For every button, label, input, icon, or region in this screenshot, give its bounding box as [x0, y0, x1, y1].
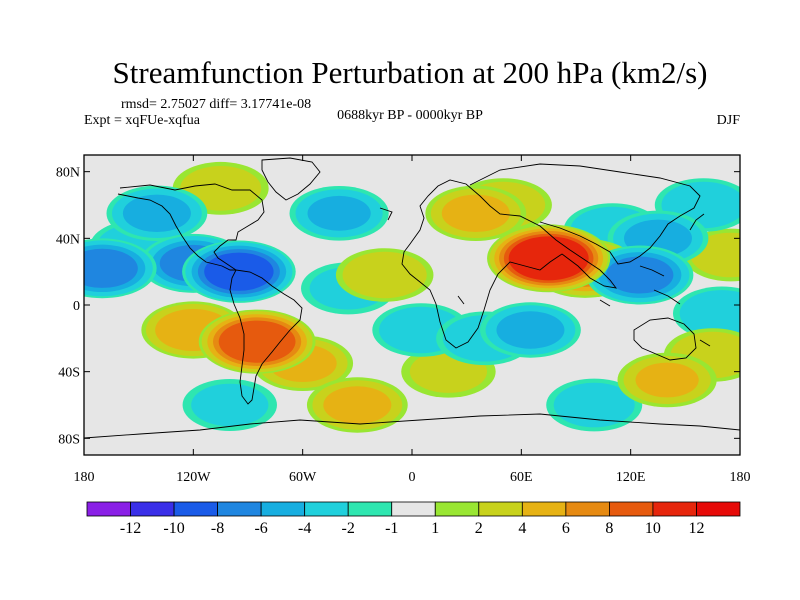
anomaly-center [198, 309, 316, 374]
anomaly-center [480, 302, 581, 358]
coastline-australia [633, 317, 697, 361]
anomaly-center [306, 377, 408, 433]
colorbar-label: 2 [475, 520, 483, 537]
contour-level [635, 362, 699, 398]
x-tick-label: 120E [616, 470, 646, 485]
colorbar-label: 8 [605, 520, 613, 537]
colorbar-label: -6 [254, 520, 267, 537]
colorbar-label: 1 [431, 520, 439, 537]
contour-level [323, 386, 392, 424]
colorbar-swatch [478, 501, 523, 517]
chart-title: Streamfunction Perturbation at 200 hPa (… [113, 55, 708, 90]
colorbar-label: -1 [385, 520, 398, 537]
contour-level [204, 252, 274, 291]
colorbar-label: 10 [645, 520, 661, 537]
colorbar-swatch [696, 501, 741, 517]
contour-level [553, 382, 635, 428]
y-tick-label: 40N [56, 232, 80, 247]
coastline-asia [469, 163, 701, 265]
colorbar-label: 6 [562, 520, 570, 537]
colorbar-swatch [260, 501, 306, 517]
colorbar-swatch [347, 501, 393, 517]
colorbar-swatch [609, 501, 654, 517]
contour-level [191, 383, 269, 427]
coastlines [84, 157, 740, 439]
anomaly-center [182, 240, 296, 303]
colorbar-label: -8 [211, 520, 224, 537]
anomaly-center [487, 224, 611, 293]
coastline-north-america [117, 183, 265, 271]
colorbar-swatch [434, 501, 480, 517]
x-tick-label: 60E [510, 470, 533, 485]
coastline-south-america [229, 269, 303, 405]
colorbar-label: 12 [688, 520, 704, 537]
colorbar-swatch [217, 501, 262, 517]
anomaly-center [182, 379, 277, 431]
colorbar-swatch [521, 501, 567, 517]
y-tick-label: 40S [58, 366, 80, 381]
y-tick-label: 80S [58, 432, 80, 447]
experiment-label: Expt = xqFUe-xqfua [84, 113, 201, 128]
colorbar-swatch [173, 501, 219, 517]
colorbar-label: -2 [342, 520, 355, 537]
stats-line: rmsd= 2.75027 diff= 3.17741e-08 [121, 97, 311, 112]
y-tick-label: 0 [73, 299, 80, 314]
period-label: 0688kyr BP - 0000kyr BP [337, 108, 483, 123]
contour-level [508, 236, 589, 281]
anomaly-center [289, 186, 389, 241]
contour-level [342, 251, 427, 299]
contour-level [218, 320, 296, 363]
season-label: DJF [717, 113, 741, 128]
colorbar-label: 4 [518, 520, 526, 537]
colorbar-swatch [391, 501, 436, 517]
x-tick-label: 180 [730, 470, 751, 485]
colorbar-swatch [86, 501, 131, 517]
coastline-antarctica [84, 413, 740, 439]
anomaly-center [335, 248, 434, 302]
x-tick-label: 120W [176, 470, 211, 485]
anomaly-center [672, 286, 740, 341]
colorbar-swatch [130, 501, 175, 517]
contour-level [679, 290, 740, 337]
anomaly-center [617, 352, 717, 408]
map-area [84, 155, 740, 455]
colorbar-swatch [304, 501, 349, 517]
colorbar-label: -10 [163, 520, 184, 537]
colorbar-swatch [652, 501, 697, 517]
anomaly-center [546, 378, 643, 432]
colorbar-label: -12 [120, 520, 141, 537]
contour-level [441, 194, 510, 233]
contour-level [307, 195, 371, 231]
coastline-islands [379, 207, 711, 347]
x-tick-label: 60W [289, 470, 317, 485]
map-frame [83, 154, 741, 456]
axes: 180 120W 60W 0 60E 120E 180 80N 40N 0 40S 80S [56, 155, 751, 485]
y-tick-label: 80N [56, 166, 80, 181]
coastline-europe-africa [401, 179, 618, 349]
contour-level [496, 311, 565, 349]
anomaly-center [84, 238, 157, 299]
anomaly-field [84, 161, 740, 433]
colorbar-label: -4 [298, 520, 311, 537]
anomaly-center [425, 185, 527, 242]
contour-level [84, 248, 138, 288]
x-tick-label: 0 [409, 470, 416, 485]
contour-level [606, 256, 674, 294]
coastline-greenland [261, 157, 321, 201]
colorbar: -12 -10 -8 -6 -4 -2 -1 1 2 4 6 8 10 12 [86, 501, 741, 537]
x-tick-label: 180 [74, 470, 95, 485]
anomaly-center [106, 185, 208, 242]
contour-level [122, 194, 191, 233]
colorbar-swatch [565, 501, 610, 517]
